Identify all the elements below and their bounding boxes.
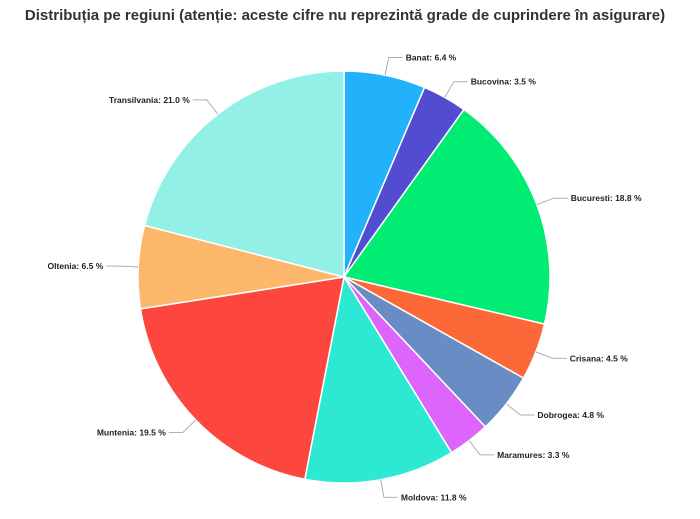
pie-slice-moldova <box>303 274 453 484</box>
slice-label-moldova: Moldova: 11.8 % <box>401 492 467 502</box>
leader-line-moldova <box>380 479 398 498</box>
leader-line-transilvania <box>192 99 219 115</box>
slice-label-bucovina: Bucovina: 3.5 % <box>471 77 537 87</box>
slice-label-maramures: Maramures: 3.3 % <box>497 450 570 460</box>
pie-slice-muntenia <box>139 276 345 481</box>
slice-label-banat: Banat: 6.4 % <box>406 53 457 63</box>
leader-lines-layer <box>106 57 568 498</box>
leader-line-oltenia <box>106 265 139 268</box>
pie-slice-transilvania <box>143 70 345 278</box>
pie-slice-bucuresti <box>342 108 551 326</box>
slice-label-muntenia: Muntenia: 19.5 % <box>97 428 166 438</box>
slice-label-transilvania: Transilvania: 21.0 % <box>109 95 190 105</box>
leader-line-bucovina <box>444 81 468 98</box>
slice-label-oltenia: Oltenia: 6.5 % <box>48 261 104 271</box>
leader-line-banat <box>384 57 403 76</box>
leader-line-bucuresti <box>536 197 568 206</box>
leader-line-crisana <box>535 351 567 359</box>
slices-layer <box>137 70 551 484</box>
slice-label-dobrogea: Dobrogea: 4.8 % <box>537 410 604 420</box>
leader-line-dobrogea <box>505 403 535 416</box>
leader-line-maramures <box>468 440 495 456</box>
slice-label-bucuresti: Bucuresti: 18.8 % <box>571 193 642 203</box>
slice-labels-layer: Banat: 6.4 % Bucovina: 3.5 % Bucuresti: 18… <box>48 53 642 503</box>
chart-title: Distribuția pe regiuni (atenție: aceste … <box>24 7 666 24</box>
slice-label-crisana: Crisana: 4.5 % <box>570 353 629 363</box>
leader-line-muntenia <box>168 419 197 433</box>
